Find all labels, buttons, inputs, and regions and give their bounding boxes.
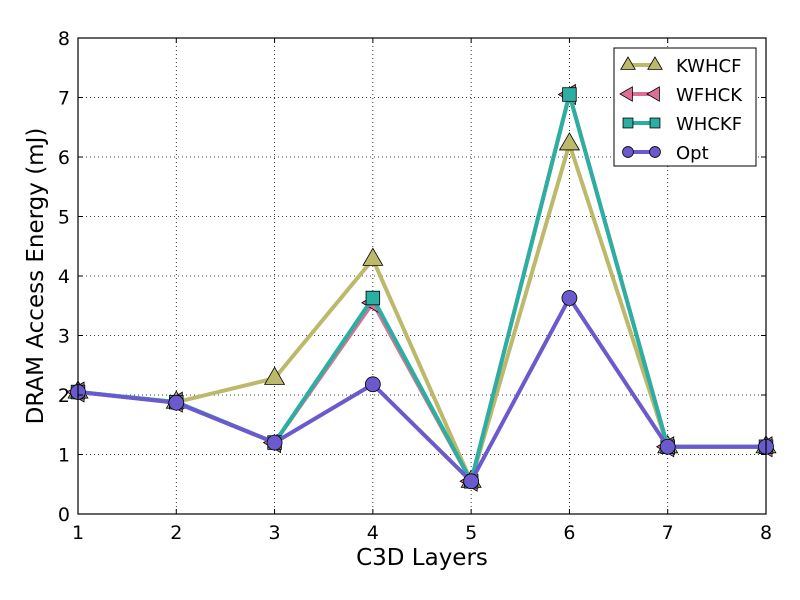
legend-item-opt: Opt: [622, 143, 709, 164]
x-tick-label: 4: [367, 522, 379, 544]
data-point-opt: [168, 394, 185, 411]
legend-item-wfhck: WFHCK: [619, 85, 743, 106]
y-tick-label: 8: [58, 28, 70, 50]
series-layer: [66, 83, 777, 492]
x-tick-label: 2: [170, 522, 182, 544]
legend-marker: [647, 56, 663, 70]
data-point-opt: [659, 438, 676, 455]
y-tick-label: 5: [58, 207, 70, 229]
legend-marker: [619, 86, 633, 102]
y-tick-label: 1: [58, 445, 70, 467]
legend-label: WHCKF: [676, 114, 742, 135]
legend-marker: [649, 146, 661, 158]
data-point-whckf: [562, 87, 577, 102]
y-tick-label: 7: [58, 88, 70, 110]
x-tick-label: 1: [72, 522, 84, 544]
data-point-opt: [561, 290, 578, 306]
x-axis-label: C3D Layers: [356, 545, 488, 571]
data-point-opt: [364, 376, 381, 393]
legend-marker: [622, 117, 634, 129]
legend-box: [613, 47, 757, 167]
legend-marker: [649, 117, 661, 129]
series-opt: [70, 290, 774, 490]
series-line-opt: [77, 294, 766, 485]
x-tick-label: 8: [760, 522, 772, 544]
y-axis-label: DRAM Access Energy (mJ): [23, 128, 49, 425]
y-tick-label: 2: [58, 385, 70, 407]
y-tick-label: 4: [58, 266, 70, 288]
x-tick-label: 5: [465, 522, 477, 544]
data-point-whckf: [365, 290, 381, 306]
legend-marker: [646, 86, 660, 102]
data-point-opt: [266, 434, 283, 451]
data-point-kwhcf: [263, 366, 286, 385]
legend-marker: [622, 146, 634, 158]
x-tick-label: 7: [662, 522, 674, 544]
y-tick-label: 6: [58, 147, 70, 169]
data-point-opt: [463, 473, 480, 490]
legend-label: KWHCF: [676, 56, 741, 77]
legend-item-whckf: WHCKF: [622, 114, 742, 135]
legend-label: WFHCK: [676, 85, 743, 106]
data-point-kwhcf: [558, 132, 581, 151]
legend-label: Opt: [676, 143, 709, 164]
y-tick-label: 0: [58, 504, 70, 526]
x-tick-label: 6: [563, 522, 575, 544]
legend-item-kwhcf: KWHCF: [620, 56, 741, 77]
y-tick-label: 3: [58, 326, 70, 348]
legend: KWHCF WFHCK WHCKF Opt: [613, 47, 757, 167]
x-tick-label: 3: [269, 522, 281, 544]
data-point-kwhcf: [362, 247, 384, 266]
series-line-kwhcf: [77, 137, 766, 488]
legend-marker: [620, 56, 636, 70]
